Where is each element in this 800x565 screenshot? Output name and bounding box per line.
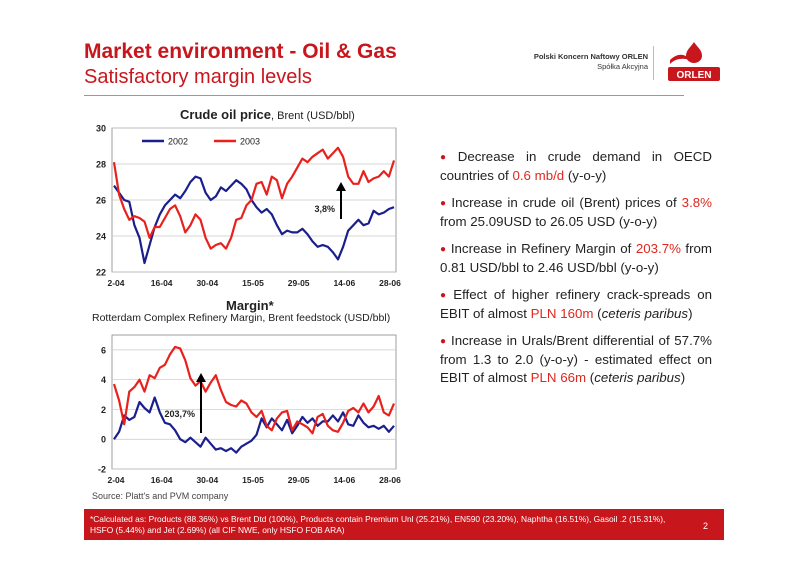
change-annotation: 3,8%: [314, 204, 335, 214]
bullet-text: 203.7%: [635, 241, 681, 256]
bullet-text: Effect of higher refinery crack-spreads …: [440, 287, 712, 321]
crude-oil-chart: 22 24 26 28 30 2-04 16-04 30-04 15-05 29-05 14-06 2…: [96, 124, 401, 289]
x-tick-label: 14-06: [333, 278, 355, 288]
x-tick-label: 29-05: [288, 475, 310, 485]
bullet-dot-icon: ●: [440, 290, 450, 301]
bullet-list: ● Decrease in crude demand in OECD countr…: [440, 148, 712, 396]
page-title: Market environment - Oil & Gas: [84, 40, 397, 63]
x-tick-label: 16-04: [151, 278, 173, 288]
legend-label: 2002: [168, 137, 188, 147]
logo-bar: [668, 67, 720, 81]
y-tick-label: 6: [101, 345, 106, 355]
bullet-text: from 25.09USD to 26.05 USD (y-o-y): [440, 214, 658, 229]
bullet-text: ): [688, 306, 693, 321]
bullet-text: Increase in crude oil (Brent) prices of: [451, 195, 682, 210]
y-tick-label: 24: [96, 232, 106, 242]
margin-chart: -2 0 2 4 6 2-04 16-04 30-04 15-05 29-05 14-06 28-06…: [98, 334, 401, 485]
bullet-item: ● Increase in Urals/Brent differential of…: [440, 332, 712, 387]
bullet-text: from 0.81 USD/bbl to 2.46 USD/bbl (y-o-y…: [440, 241, 712, 275]
x-tick-label: 30-04: [196, 475, 218, 485]
y-tick-label: 26: [96, 196, 106, 206]
logo-text: ORLEN: [677, 70, 712, 81]
arrow-up-icon: [196, 373, 206, 382]
y-tick-label: 2: [101, 405, 106, 415]
series-line-2003: [112, 345, 396, 435]
page-number: 2: [703, 521, 709, 531]
x-tick-label: 30-04: [196, 278, 218, 288]
footer-text: *Calculated as: Products (88.36%) vs Bre…: [90, 514, 666, 535]
y-tick-label: 0: [101, 435, 106, 445]
chart2-title: Margin*: [226, 298, 274, 313]
bullet-text: Increase in Urals/Brent differential of …: [440, 333, 712, 385]
y-tick-label: -2: [98, 465, 106, 475]
bullet-text: 0.6 mb/d: [512, 168, 565, 183]
bullet-text: ceteris paribus: [594, 370, 681, 385]
series-line-2002: [113, 175, 395, 265]
series-line-2003: [112, 146, 396, 250]
y-tick-label: 28: [96, 160, 106, 170]
x-tick-label: 29-05: [288, 278, 310, 288]
x-tick-label: 14-06: [333, 475, 355, 485]
bullet-text: Decrease in crude demand in OECD countri…: [440, 149, 712, 183]
x-tick-label: 15-05: [242, 475, 264, 485]
bullet-text: Increase in Refinery Margin of: [450, 241, 636, 256]
x-tick-label: 2-04: [107, 278, 124, 288]
chart1-title-sub: , Brent (USD/bbl): [271, 110, 355, 122]
bullet-text: 3.8%: [681, 195, 712, 210]
x-tick-label: 28-06: [379, 278, 401, 288]
bullet-item: ● Effect of higher refinery crack-spreads…: [440, 286, 712, 323]
company-name: Polski Koncern Naftowy ORLEN Spółka Akcy…: [500, 52, 648, 72]
bullet-text: ): [680, 370, 686, 385]
header-separator: [653, 46, 654, 80]
legend-label: 2003: [240, 137, 260, 147]
orlen-logo: ORLEN: [668, 42, 720, 81]
logo-drop-icon: [686, 42, 702, 63]
x-tick-label: 16-04: [151, 475, 173, 485]
bullet-item: ● Decrease in crude demand in OECD countr…: [440, 148, 712, 185]
arrow-up-icon: [336, 182, 346, 191]
series-line-2002: [113, 396, 395, 454]
bullet-text: PLN 160m: [530, 306, 594, 321]
bullet-dot-icon: ●: [440, 152, 454, 163]
plot-area: [111, 334, 397, 470]
header-divider: [84, 95, 684, 96]
logo-wing-icon: [670, 54, 690, 64]
chart2-subtitle: Rotterdam Complex Refinery Margin, Brent…: [92, 312, 391, 324]
y-tick-label: 30: [96, 124, 106, 134]
bullet-dot-icon: ●: [440, 198, 448, 209]
footer-note: *Calculated as: Products (88.36%) vs Bre…: [84, 509, 724, 540]
bullet-dot-icon: ●: [440, 244, 447, 255]
bullet-text: (y-o-y): [564, 168, 607, 183]
bullet-item: ● Increase in crude oil (Brent) prices of…: [440, 194, 712, 231]
chart1-title: Crude oil price, Brent (USD/bbl): [180, 107, 355, 122]
page-subtitle: Satisfactory margin levels: [84, 66, 312, 88]
bullet-dot-icon: ●: [440, 336, 447, 347]
bullet-text: (: [593, 306, 602, 321]
y-tick-label: 22: [96, 268, 106, 278]
bullet-text: ceteris paribus: [601, 306, 689, 321]
chart1-title-main: Crude oil price: [180, 107, 272, 122]
x-tick-label: 15-05: [242, 278, 264, 288]
company-line-1: Polski Koncern Naftowy ORLEN: [533, 52, 648, 61]
x-tick-label: 2-04: [107, 475, 124, 485]
bullet-text: PLN 66m: [530, 370, 587, 385]
change-annotation: 203,7%: [164, 409, 195, 419]
bullet-text: (: [586, 370, 595, 385]
x-tick-label: 28-06: [379, 475, 401, 485]
company-line-2: Spółka Akcyjna: [597, 62, 648, 71]
bullet-item: ● Increase in Refinery Margin of 203.7% f…: [440, 240, 712, 277]
source-note: Source: Platt's and PVM company: [92, 491, 229, 501]
y-tick-label: 4: [101, 375, 106, 385]
